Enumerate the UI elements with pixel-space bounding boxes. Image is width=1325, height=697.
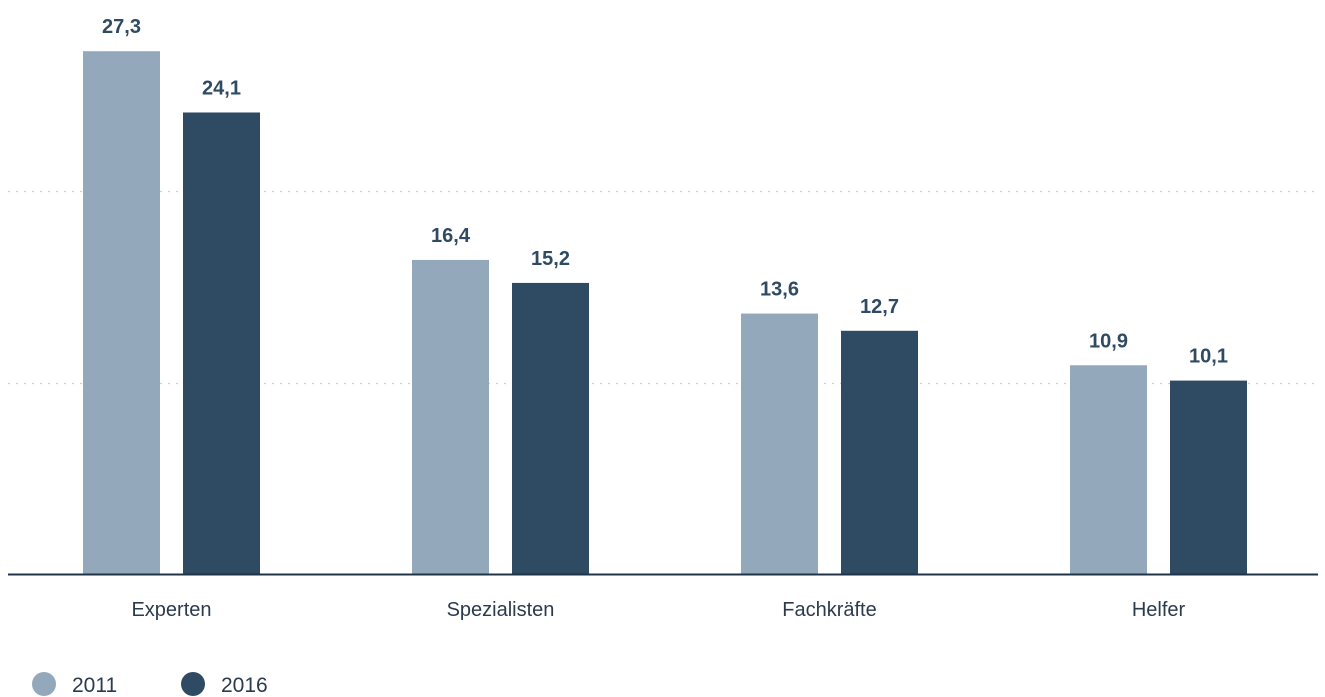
bar-2011-fachkräfte <box>741 313 818 574</box>
value-label-2011-experten: 27,3 <box>102 16 141 38</box>
legend-marker-2016 <box>181 672 205 696</box>
category-labels-layer: Experten Spezialisten Fachkräfte Helfer <box>131 599 1185 621</box>
value-label-2011-spezialisten: 16,4 <box>431 225 471 247</box>
category-label-helfer: Helfer <box>1132 599 1186 621</box>
bar-2011-experten <box>83 51 160 574</box>
legend-label-2016: 2016 <box>221 674 268 697</box>
bar-2016-spezialisten <box>512 282 589 574</box>
category-label-fachkräfte: Fachkräfte <box>782 599 876 621</box>
legend-marker-2011 <box>32 672 56 696</box>
value-labels-layer: 27,3 16,4 13,6 10,9 24,1 15,2 12,7 10,1 <box>102 16 1228 367</box>
bar-2016-fachkräfte <box>841 330 918 574</box>
legend-label-2011: 2011 <box>72 674 117 697</box>
bar-2011-spezialisten <box>412 259 489 574</box>
bar-2016-helfer <box>1170 380 1247 574</box>
bars-layer <box>83 51 1247 575</box>
category-label-experten: Experten <box>131 599 211 621</box>
value-label-2011-helfer: 10,9 <box>1089 330 1128 352</box>
value-label-2016-experten: 24,1 <box>202 77 241 99</box>
value-label-2016-helfer: 10,1 <box>1189 346 1228 368</box>
value-label-2011-fachkräfte: 13,6 <box>760 279 799 301</box>
value-label-2016-spezialisten: 15,2 <box>531 248 570 270</box>
bar-2016-experten <box>183 112 260 575</box>
legend: 2011 2016 <box>32 672 268 697</box>
value-label-2016-fachkräfte: 12,7 <box>860 296 899 318</box>
bar-2011-helfer <box>1070 365 1147 574</box>
category-label-spezialisten: Spezialisten <box>447 599 555 621</box>
